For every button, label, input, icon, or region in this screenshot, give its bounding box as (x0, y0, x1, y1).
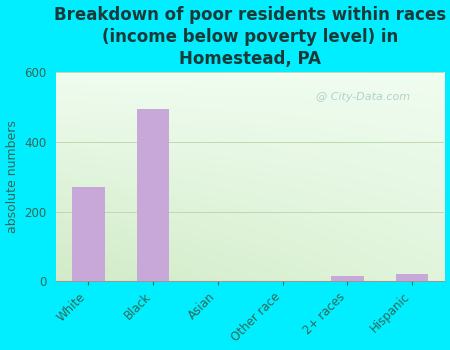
Y-axis label: absolute numbers: absolute numbers (5, 120, 18, 233)
Bar (331, 276, 364, 281)
Bar (396, 274, 428, 281)
Text: @ City-Data.com: @ City-Data.com (316, 92, 410, 103)
Title: Breakdown of poor residents within races
(income below poverty level) in
Homeste: Breakdown of poor residents within races… (54, 6, 446, 68)
Bar (72, 187, 105, 281)
Bar (137, 109, 169, 281)
